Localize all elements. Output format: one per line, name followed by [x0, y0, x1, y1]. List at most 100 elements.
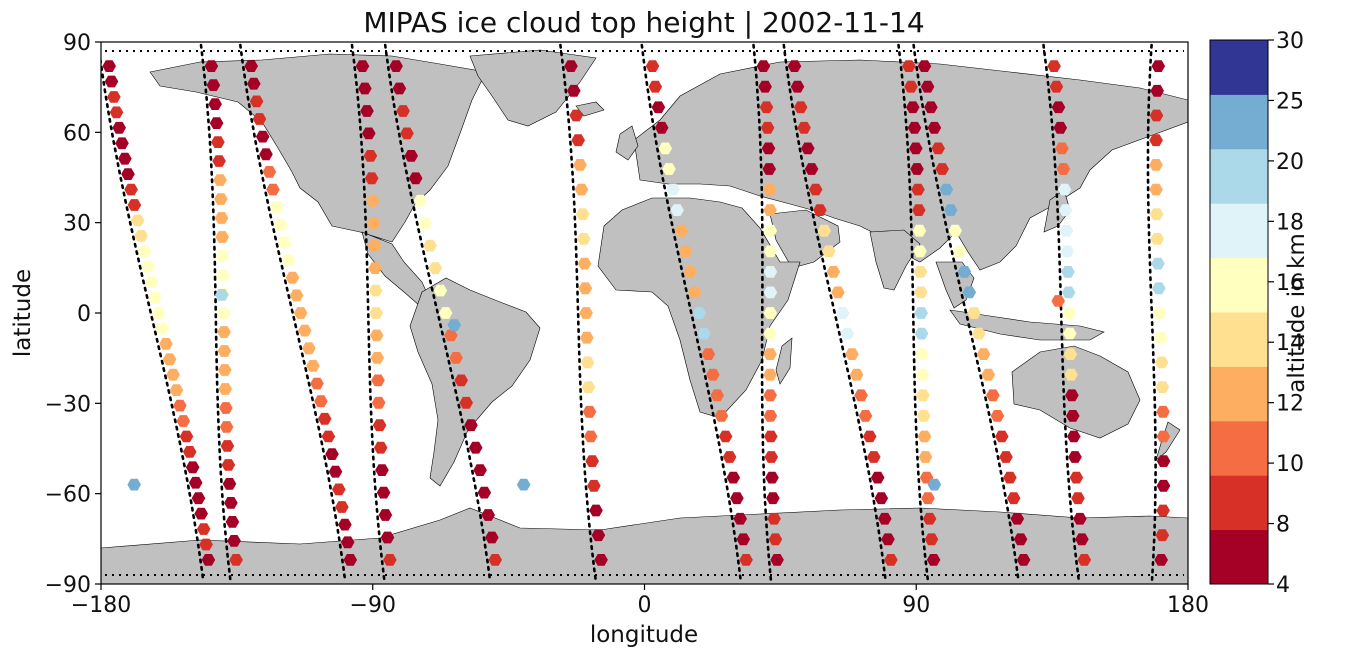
cloud-marker — [808, 183, 823, 196]
cloud-marker — [438, 307, 453, 319]
cloud-marker — [906, 101, 920, 114]
cloud-marker — [1053, 121, 1068, 134]
cloud-marker — [763, 204, 777, 216]
cloud-marker — [573, 159, 587, 171]
cloud-marker — [1149, 183, 1163, 196]
cloud-marker — [368, 284, 383, 297]
colorbar-segment — [1210, 366, 1268, 422]
cloud-marker — [986, 389, 1000, 402]
cloud-marker — [995, 430, 1009, 443]
cloud-marker — [790, 80, 805, 93]
cloud-marker — [372, 419, 387, 432]
cloud-marker — [706, 368, 720, 381]
cloud-marker — [368, 262, 382, 274]
cloud-marker — [371, 374, 385, 387]
cloud-marker — [166, 368, 180, 381]
cloud-marker — [916, 410, 931, 422]
cloud-marker — [102, 60, 116, 72]
cloud-marker — [1064, 368, 1078, 381]
cloud-marker — [1075, 533, 1089, 546]
cloud-marker — [917, 60, 932, 72]
cloud-marker — [576, 233, 591, 245]
cloud-marker — [433, 284, 448, 297]
cloud-marker — [569, 109, 583, 122]
x-axis-label: longitude — [590, 622, 698, 648]
cloud-marker — [1151, 60, 1166, 72]
cloud-marker — [654, 121, 669, 134]
orbit-track — [199, 43, 232, 583]
cloud-marker — [726, 471, 741, 484]
colorbar-tick-label: 14 — [1276, 331, 1304, 356]
cloud-marker — [221, 459, 236, 471]
cloud-marker — [1065, 389, 1079, 402]
cloud-marker — [277, 236, 292, 249]
cloud-marker — [651, 101, 666, 114]
landmass-india — [869, 229, 921, 291]
cloud-marker — [428, 262, 443, 274]
cloud-marker — [1061, 286, 1076, 299]
cloud-marker — [1010, 512, 1025, 525]
cloud-marker — [658, 142, 673, 155]
cloud-marker — [481, 509, 495, 521]
cloud-marker — [762, 163, 776, 175]
colorbar: 4 8 10 12 14 16 18 20 25 30 — [1209, 29, 1304, 598]
x-tick-label: 180 — [1167, 593, 1209, 618]
cloud-marker — [477, 486, 492, 499]
cloud-marker — [121, 168, 135, 180]
cloud-marker — [1149, 208, 1164, 221]
cloud-marker — [878, 512, 892, 525]
cloud-marker — [199, 538, 213, 551]
cloud-marker — [229, 554, 243, 566]
cloud-marker — [1155, 381, 1170, 393]
cloud-marker — [763, 410, 778, 422]
cloud-marker — [219, 402, 233, 414]
cloud-marker — [115, 137, 129, 150]
cloud-marker — [915, 368, 930, 381]
cloud-marker — [343, 554, 358, 566]
colorbar-tick-label: 18 — [1276, 210, 1304, 235]
cloud-marker — [169, 384, 184, 396]
cloud-marker — [124, 183, 138, 196]
cloud-marker — [1049, 80, 1064, 93]
orbit-track — [350, 43, 386, 583]
cloud-marker — [369, 329, 384, 342]
cloud-marker — [185, 461, 200, 474]
cloud-marker — [582, 405, 597, 418]
cloud-marker — [1150, 233, 1164, 245]
cloud-marker — [767, 512, 781, 525]
colorbar-tick-label: 12 — [1276, 392, 1304, 417]
cloud-marker — [881, 533, 895, 546]
cloud-marker — [155, 322, 170, 335]
cloud-marker — [763, 245, 778, 258]
colorbar-tick-label: 25 — [1276, 89, 1304, 114]
cloud-marker — [389, 60, 403, 72]
cloud-marker — [196, 523, 211, 535]
cloud-marker — [913, 245, 927, 258]
cloud-marker — [214, 212, 229, 224]
cloud-marker — [222, 478, 237, 490]
cloud-marker — [770, 554, 784, 566]
cloud-marker — [214, 193, 228, 205]
cloud-marker — [589, 504, 603, 517]
y-tick-label: −90 — [45, 573, 91, 598]
cloud-marker — [367, 239, 382, 252]
cloud-marker — [1047, 60, 1061, 72]
colorbar-segment — [1210, 475, 1268, 531]
cloud-marker — [227, 535, 241, 547]
cloud-marker — [255, 130, 270, 143]
cloud-marker — [1149, 134, 1163, 147]
y-tick-label: −60 — [45, 483, 91, 508]
cloud-marker — [931, 142, 945, 155]
cloud-marker — [826, 266, 841, 278]
cloud-marker — [371, 396, 386, 409]
cloud-marker — [338, 518, 352, 531]
cloud-marker — [396, 105, 410, 117]
cloud-marker — [215, 231, 229, 243]
orbit-track — [897, 43, 930, 583]
cloud-marker — [763, 183, 777, 196]
cloud-marker — [225, 516, 240, 528]
cloud-marker — [763, 389, 777, 402]
cloud-marker — [224, 497, 238, 509]
colorbar-tick-label: 10 — [1276, 452, 1304, 477]
